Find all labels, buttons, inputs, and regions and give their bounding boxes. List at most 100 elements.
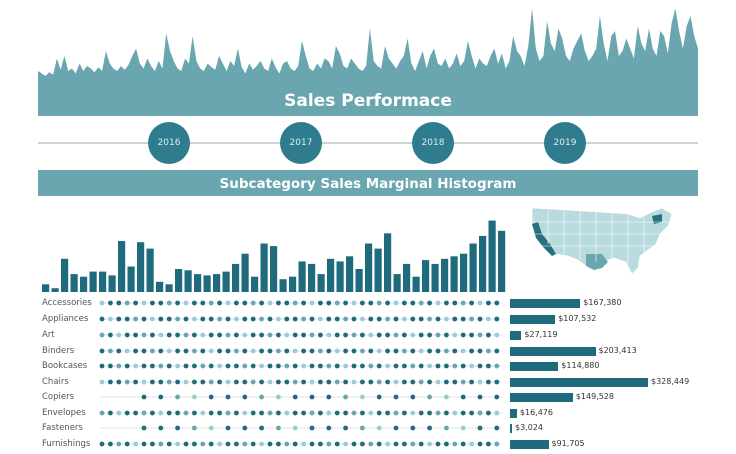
sales-dot[interactable]: [477, 379, 483, 385]
sales-dot[interactable]: [292, 348, 298, 354]
sales-dot[interactable]: [486, 363, 491, 369]
sales-dot[interactable]: [250, 363, 256, 369]
sales-dot[interactable]: [250, 332, 256, 338]
sales-dot[interactable]: [259, 363, 264, 369]
sales-dot[interactable]: [267, 410, 273, 416]
sales-dot[interactable]: [460, 332, 466, 338]
sales-dot[interactable]: [469, 332, 474, 338]
sales-dot[interactable]: [183, 316, 189, 322]
histogram-bar[interactable]: [327, 258, 335, 292]
sales-dot[interactable]: [234, 410, 239, 416]
sales-dot[interactable]: [276, 379, 281, 385]
sales-dot[interactable]: [486, 410, 491, 416]
sales-dot[interactable]: [393, 394, 399, 400]
sales-dot[interactable]: [494, 410, 500, 416]
sales-dot[interactable]: [368, 332, 374, 338]
sales-dot[interactable]: [133, 348, 139, 354]
sales-dot[interactable]: [351, 441, 357, 447]
sales-dot[interactable]: [435, 410, 441, 416]
sales-dot[interactable]: [267, 316, 273, 322]
sales-dot[interactable]: [452, 410, 458, 416]
sales-dot[interactable]: [469, 379, 474, 385]
sales-dot[interactable]: [192, 300, 197, 306]
histogram-bar[interactable]: [108, 275, 116, 292]
sales-dot[interactable]: [133, 410, 139, 416]
histogram-bar[interactable]: [213, 274, 221, 292]
sales-dot[interactable]: [141, 394, 147, 400]
sales-dot[interactable]: [175, 379, 181, 385]
histogram-bar[interactable]: [460, 253, 468, 292]
sales-dot[interactable]: [301, 332, 306, 338]
sales-dot[interactable]: [192, 425, 197, 431]
sales-dot[interactable]: [343, 379, 348, 385]
sales-dot[interactable]: [183, 379, 189, 385]
sales-dot[interactable]: [150, 316, 155, 322]
sales-dot[interactable]: [368, 348, 374, 354]
histogram-bar[interactable]: [61, 258, 69, 292]
histogram-bar[interactable]: [194, 274, 202, 292]
sales-dot[interactable]: [141, 348, 147, 354]
sales-dot[interactable]: [402, 332, 407, 338]
sales-dot[interactable]: [385, 363, 390, 369]
sales-dot[interactable]: [427, 332, 432, 338]
sales-dot[interactable]: [418, 332, 424, 338]
sales-dot[interactable]: [469, 363, 474, 369]
sales-dot[interactable]: [259, 316, 264, 322]
sales-dot[interactable]: [284, 316, 290, 322]
histogram-bar[interactable]: [317, 274, 325, 292]
sales-dot[interactable]: [460, 348, 466, 354]
sales-dot[interactable]: [234, 348, 239, 354]
sales-dot[interactable]: [234, 316, 239, 322]
sales-dot[interactable]: [175, 316, 181, 322]
sales-dot[interactable]: [469, 316, 474, 322]
sales-dot[interactable]: [259, 410, 264, 416]
histogram-bar[interactable]: [412, 276, 420, 292]
sales-dot[interactable]: [259, 332, 264, 338]
sales-dot[interactable]: [402, 316, 407, 322]
sales-dot[interactable]: [368, 363, 374, 369]
sales-dot[interactable]: [292, 332, 298, 338]
sales-dot[interactable]: [292, 363, 298, 369]
sales-dot[interactable]: [402, 379, 407, 385]
sales-dot[interactable]: [418, 316, 424, 322]
sales-dot[interactable]: [250, 379, 256, 385]
sales-dot[interactable]: [242, 348, 248, 354]
sales-dot[interactable]: [385, 379, 390, 385]
sales-dot[interactable]: [183, 363, 189, 369]
sales-dot[interactable]: [217, 316, 223, 322]
sales-dot[interactable]: [494, 332, 500, 338]
sales-dot[interactable]: [158, 332, 164, 338]
sales-dot[interactable]: [267, 441, 273, 447]
histogram-bar[interactable]: [298, 261, 306, 292]
sales-dot[interactable]: [309, 394, 315, 400]
sales-dot[interactable]: [116, 410, 122, 416]
sales-dot[interactable]: [108, 410, 113, 416]
subcategory-total-bar[interactable]: [510, 346, 596, 356]
sales-dot[interactable]: [452, 300, 458, 306]
sales-dot[interactable]: [141, 441, 147, 447]
sales-dot[interactable]: [393, 425, 399, 431]
sales-dot[interactable]: [477, 394, 483, 400]
sales-dot[interactable]: [334, 441, 340, 447]
sales-dot[interactable]: [334, 410, 340, 416]
sales-dot[interactable]: [469, 348, 474, 354]
sales-dot[interactable]: [141, 316, 147, 322]
sales-dot[interactable]: [99, 410, 105, 416]
sales-dot[interactable]: [486, 348, 491, 354]
sales-dot[interactable]: [166, 348, 172, 354]
sales-dot[interactable]: [368, 441, 374, 447]
sales-dot[interactable]: [444, 363, 449, 369]
sales-dot[interactable]: [494, 441, 500, 447]
sales-dot[interactable]: [444, 332, 449, 338]
sales-dot[interactable]: [435, 348, 441, 354]
sales-dot[interactable]: [368, 300, 374, 306]
sales-dot[interactable]: [133, 316, 139, 322]
sales-dot[interactable]: [292, 410, 298, 416]
sales-dot[interactable]: [99, 348, 105, 354]
sales-dot[interactable]: [217, 410, 223, 416]
sales-dot[interactable]: [150, 379, 155, 385]
sales-dot[interactable]: [99, 316, 105, 322]
sales-dot[interactable]: [326, 394, 332, 400]
sales-dot[interactable]: [418, 410, 424, 416]
histogram-bar[interactable]: [99, 271, 107, 292]
